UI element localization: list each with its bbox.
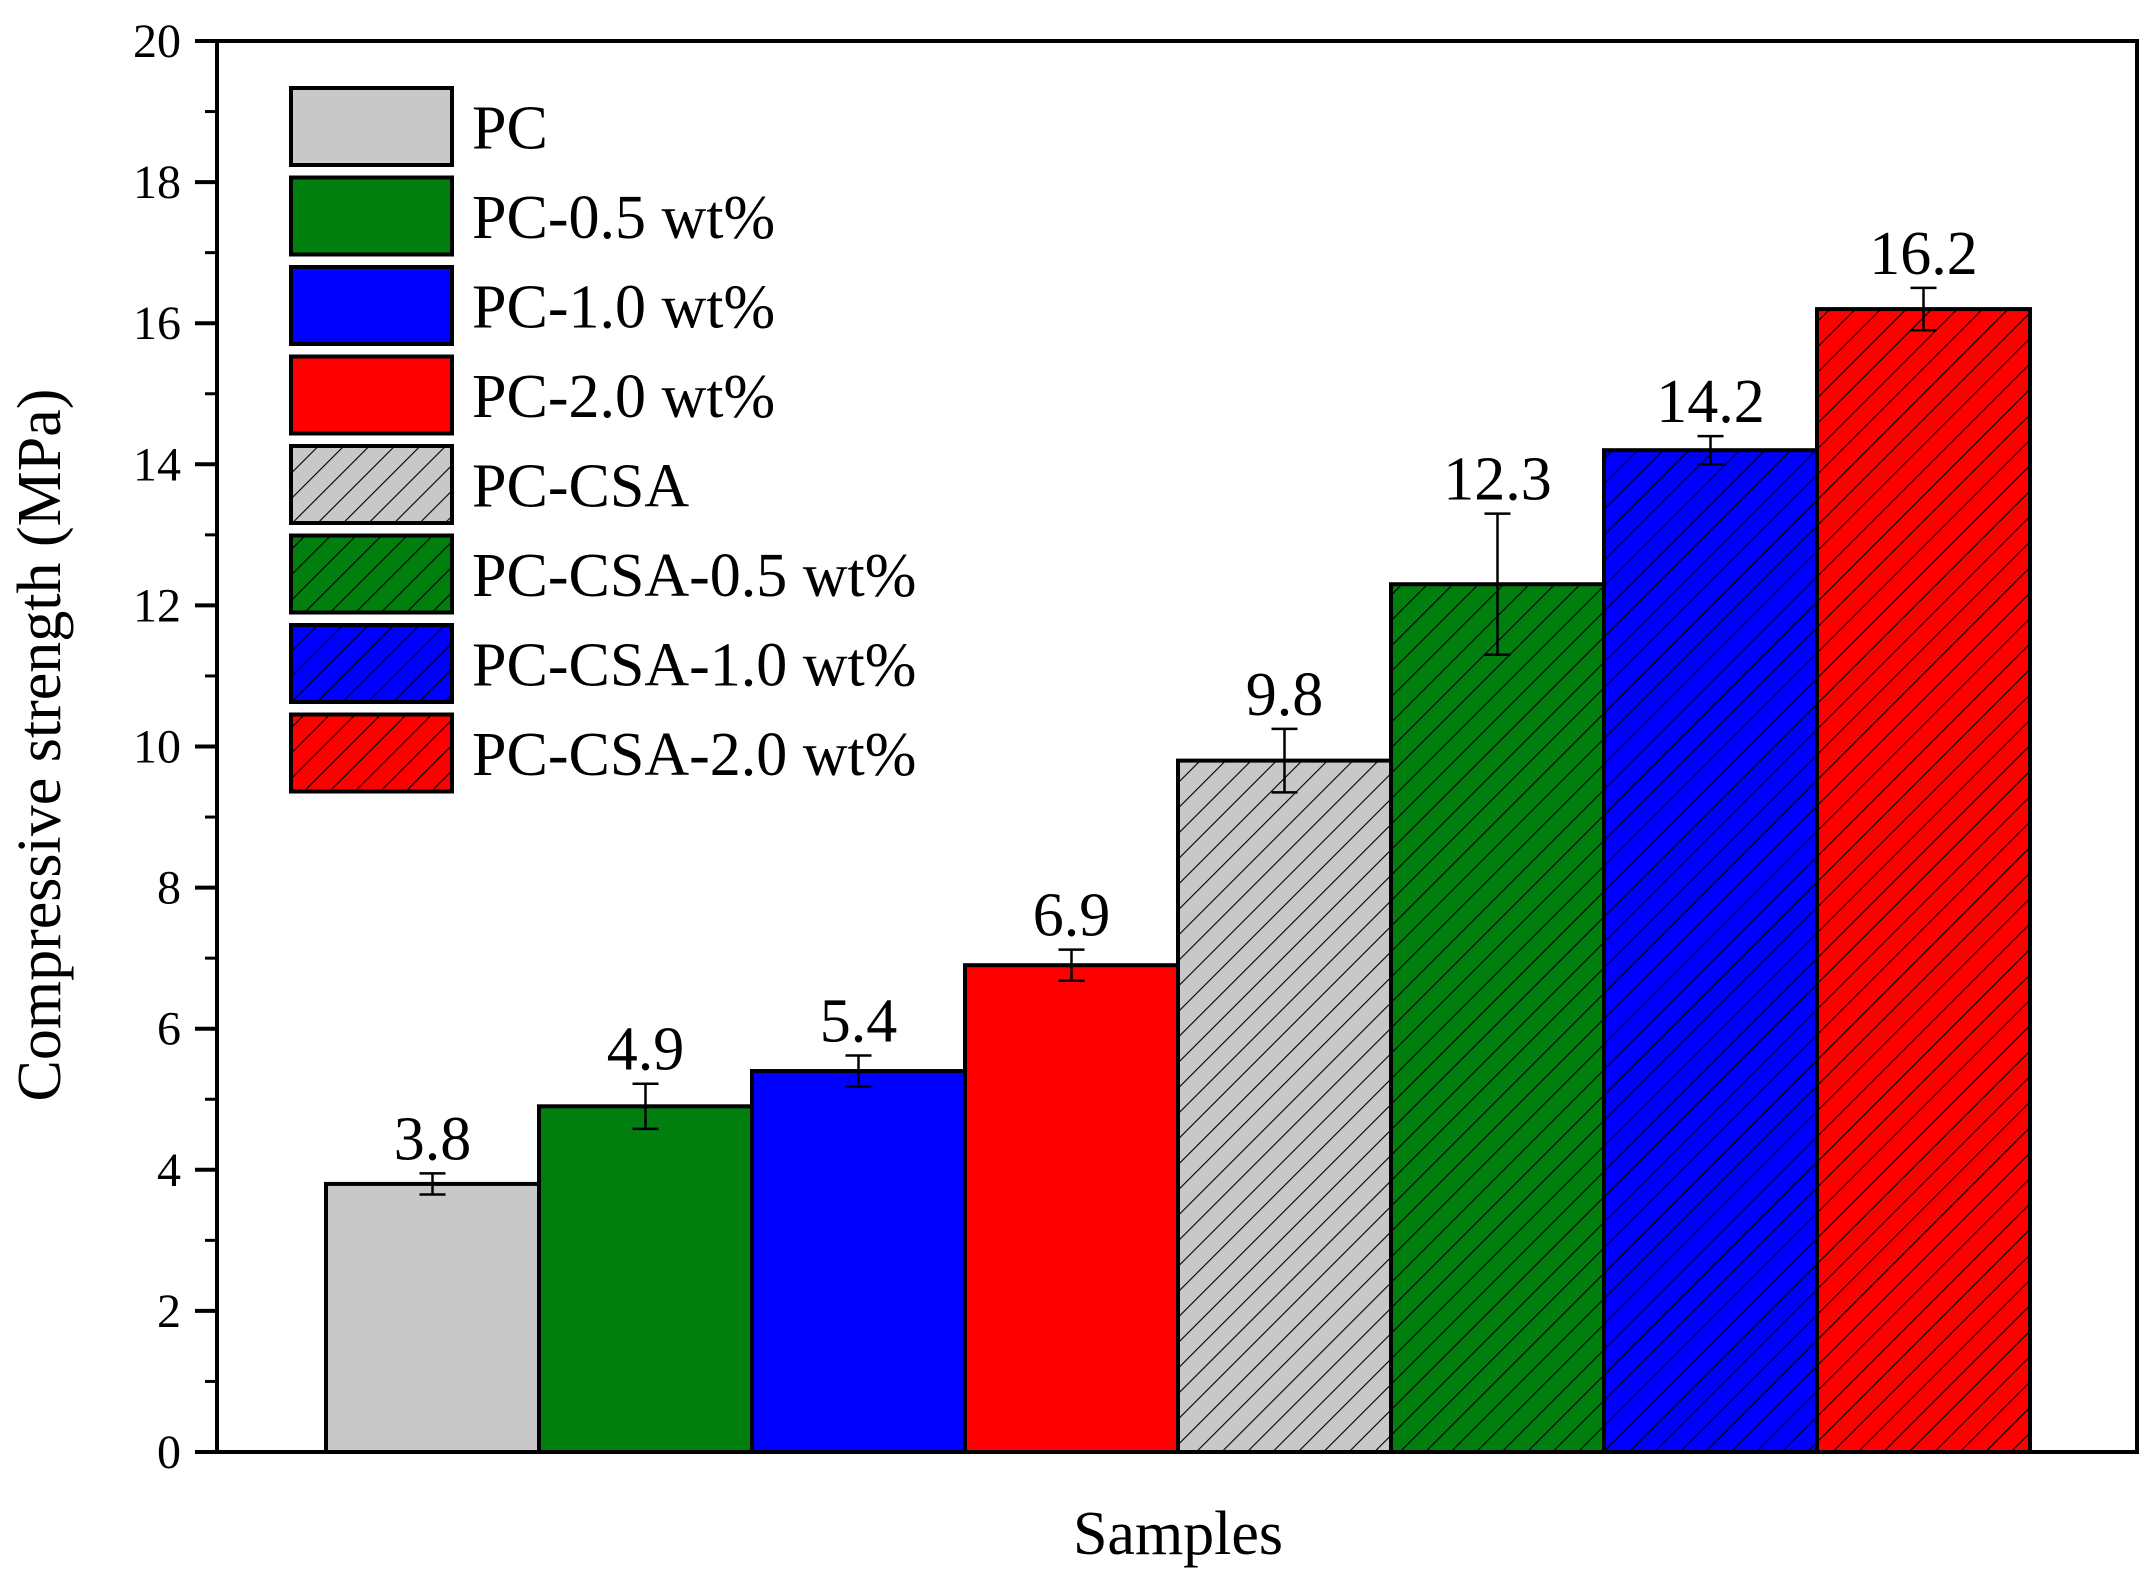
legend-swatch-fill-4 — [291, 356, 452, 434]
x-axis-title: Samples — [1073, 1500, 1283, 1568]
bar-fill-3 — [752, 1071, 965, 1452]
bar-fill-1 — [326, 1183, 539, 1452]
y-tick-label: 10 — [133, 721, 181, 774]
legend-swatch-2 — [289, 175, 454, 257]
y-tick-label: 0 — [157, 1426, 181, 1479]
legend-swatch-hatch-8 — [291, 714, 452, 792]
legend-swatch-5 — [289, 444, 454, 525]
value-label-1: 3.8 — [394, 1105, 472, 1173]
legend-swatch-fill-3 — [291, 267, 452, 344]
legend-swatch-6 — [289, 533, 454, 615]
bar-fill-4 — [965, 965, 1178, 1452]
y-tick-label: 6 — [157, 1003, 181, 1056]
y-tick-label: 12 — [133, 579, 181, 632]
y-tick-label: 8 — [157, 862, 181, 915]
legend-label-3: PC-1.0 wt% — [472, 274, 775, 342]
legend-label-7: PC-CSA-1.0 wt% — [472, 632, 916, 700]
legend-swatch-3 — [289, 265, 454, 346]
value-label-3: 5.4 — [820, 988, 898, 1056]
legend-swatch-hatch-5 — [291, 446, 452, 523]
bar-hatch-5 — [1178, 760, 1391, 1452]
bar-hatch-7 — [1604, 450, 1817, 1452]
value-label-5: 9.8 — [1246, 661, 1324, 729]
legend-swatch-hatch-6 — [291, 535, 452, 613]
legend-label-6: PC-CSA-0.5 wt% — [472, 542, 916, 610]
value-label-2: 4.9 — [607, 1016, 685, 1084]
value-label-8: 16.2 — [1869, 220, 1978, 288]
y-tick-label: 2 — [157, 1285, 181, 1338]
bar-hatch-6 — [1391, 584, 1604, 1452]
legend-swatch-7 — [289, 623, 454, 704]
y-axis-title: Compressive strength (MPa) — [6, 389, 74, 1102]
y-tick-label: 16 — [133, 297, 181, 350]
y-tick-label: 4 — [157, 1144, 181, 1197]
legend-label-1: PC — [472, 95, 548, 163]
bar-hatch-8 — [1817, 309, 2030, 1453]
value-label-6: 12.3 — [1443, 446, 1552, 514]
value-label-4: 6.9 — [1033, 882, 1111, 950]
bar-fill-2 — [539, 1106, 752, 1452]
legend-swatch-1 — [289, 86, 454, 167]
legend-label-5: PC-CSA — [472, 453, 689, 521]
legend-label-2: PC-0.5 wt% — [472, 184, 775, 252]
legend-swatch-4 — [289, 354, 454, 436]
y-tick-label: 20 — [133, 15, 181, 68]
legend-label-4: PC-2.0 wt% — [472, 363, 775, 431]
value-label-7: 14.2 — [1656, 368, 1765, 436]
legend-swatch-fill-2 — [291, 177, 452, 255]
legend-swatch-hatch-7 — [291, 625, 452, 702]
legend-label-8: PC-CSA-2.0 wt% — [472, 721, 916, 789]
y-tick-label: 14 — [133, 438, 181, 491]
legend-swatch-8 — [289, 712, 454, 794]
legend-swatch-fill-1 — [291, 88, 452, 165]
y-tick-label: 18 — [133, 156, 181, 209]
